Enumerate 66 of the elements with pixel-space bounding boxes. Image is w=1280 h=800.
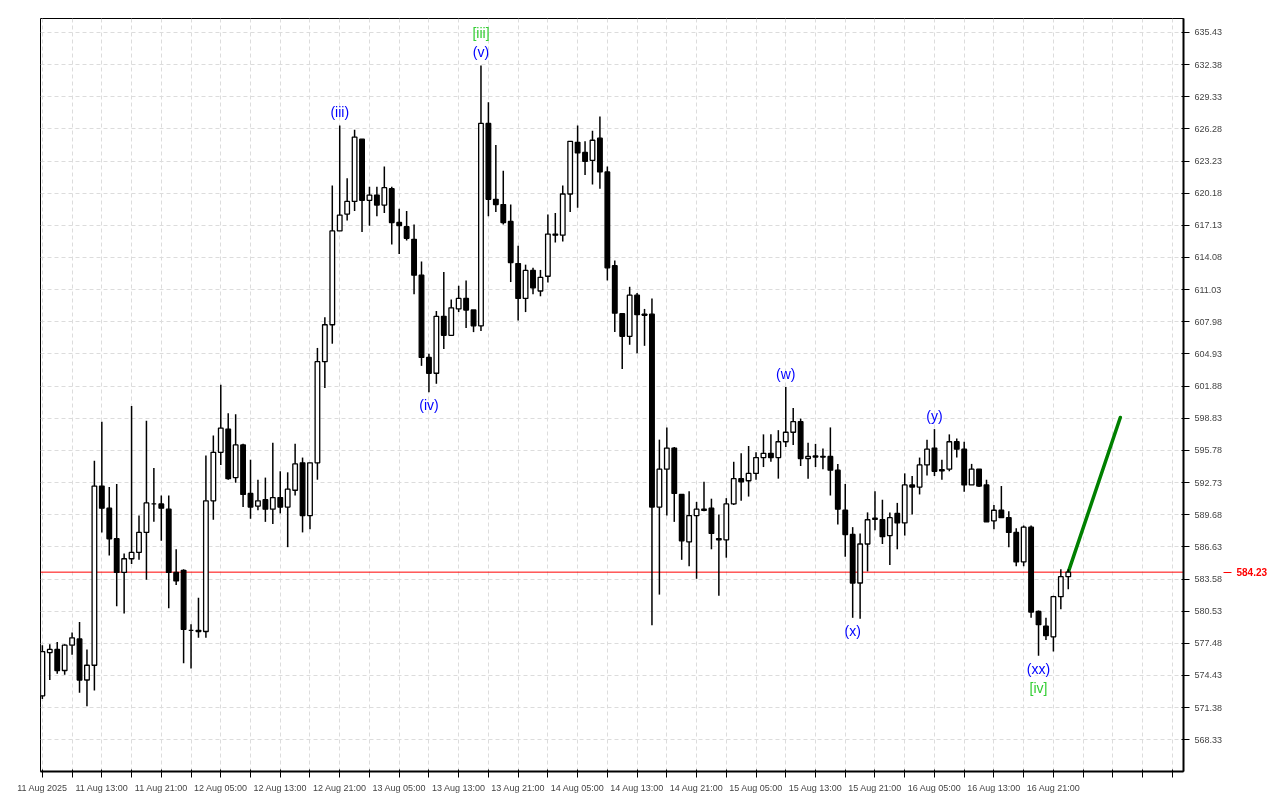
x-tick-label: 15 Aug 21:00	[848, 782, 902, 793]
candlestick	[344, 177, 351, 222]
y-tick-label: 592.73	[1194, 477, 1223, 488]
x-tick-label: 11 Aug 2025	[17, 782, 68, 793]
y-tick-label: 589.68	[1194, 509, 1223, 520]
y-tick-label: 571.38	[1194, 702, 1223, 713]
annotation: (iv)	[419, 397, 439, 414]
y-tick-label: 607.98	[1194, 316, 1223, 327]
y-tick-label: 629.33	[1194, 91, 1223, 102]
x-tick-label: 13 Aug 13:00	[431, 782, 485, 793]
x-tick-label: 16 Aug 21:00	[1026, 782, 1080, 793]
candlestick	[336, 124, 343, 232]
y-tick-label: 620.18	[1194, 188, 1223, 199]
x-tick-label: 14 Aug 13:00	[610, 782, 664, 793]
y-tick-label: 583.58	[1194, 574, 1223, 585]
y-tick-label: 598.83	[1194, 413, 1223, 424]
x-tick-label: 16 Aug 05:00	[907, 782, 961, 793]
y-tick-label: 635.43	[1194, 27, 1223, 38]
candlestick	[98, 420, 105, 534]
x-tick-label: 14 Aug 21:00	[669, 782, 723, 793]
candlestick	[403, 210, 410, 242]
annotation: (w)	[776, 365, 796, 382]
annotation: (iii)	[330, 104, 350, 121]
candlestick	[366, 185, 373, 227]
x-tick-label: 12 Aug 21:00	[312, 782, 367, 793]
x-tick-label: 11 Aug 13:00	[75, 782, 128, 793]
candlestick	[872, 490, 878, 532]
candlestick	[84, 648, 90, 708]
y-tick-label: 626.28	[1194, 123, 1223, 134]
candlestick	[953, 437, 960, 459]
candlestick	[619, 312, 626, 370]
y-tick-label: 611.03	[1194, 284, 1222, 295]
x-tick-label: 11 Aug 21:00	[134, 782, 188, 793]
annotation: (xx)	[1026, 660, 1051, 677]
annotation: (y)	[926, 408, 943, 425]
y-tick-label: 604.93	[1194, 348, 1223, 359]
x-tick-label: 16 Aug 13:00	[967, 782, 1021, 793]
annotation: (x)	[844, 622, 861, 639]
candlestick	[916, 456, 923, 496]
y-tick-label: 577.48	[1194, 638, 1223, 649]
x-tick-label: 13 Aug 21:00	[491, 782, 545, 793]
x-tick-label: 15 Aug 05:00	[729, 782, 783, 793]
candlestick	[158, 494, 165, 542]
y-tick-label: 623.23	[1194, 156, 1223, 167]
y-tick-label: 617.13	[1194, 220, 1223, 231]
y-tick-label: 586.63	[1194, 541, 1223, 552]
annotation: [iv]	[1029, 679, 1048, 696]
annotation: [iii]	[472, 25, 490, 42]
candlestick	[938, 458, 945, 481]
y-tick-label: 632.38	[1194, 59, 1223, 70]
candlestick	[924, 438, 930, 477]
candlestick	[812, 443, 819, 468]
y-tick-label: 614.08	[1194, 252, 1223, 263]
x-tick-label: 12 Aug 05:00	[194, 782, 248, 793]
annotation: (v)	[472, 44, 490, 61]
y-tick-label: 568.33	[1194, 734, 1223, 745]
y-tick-label: 601.88	[1194, 381, 1223, 392]
x-tick-label: 13 Aug 05:00	[372, 782, 426, 793]
x-tick-label: 15 Aug 13:00	[788, 782, 842, 793]
candlestick	[879, 498, 886, 545]
y-tick-label: 595.78	[1194, 445, 1223, 456]
x-tick-label: 14 Aug 05:00	[550, 782, 604, 793]
x-tick-label: 12 Aug 13:00	[253, 782, 307, 793]
y-tick-label: 580.53	[1194, 606, 1223, 617]
ref-line-label: 584.23	[1236, 567, 1268, 579]
y-tick-label: 574.43	[1194, 670, 1223, 681]
